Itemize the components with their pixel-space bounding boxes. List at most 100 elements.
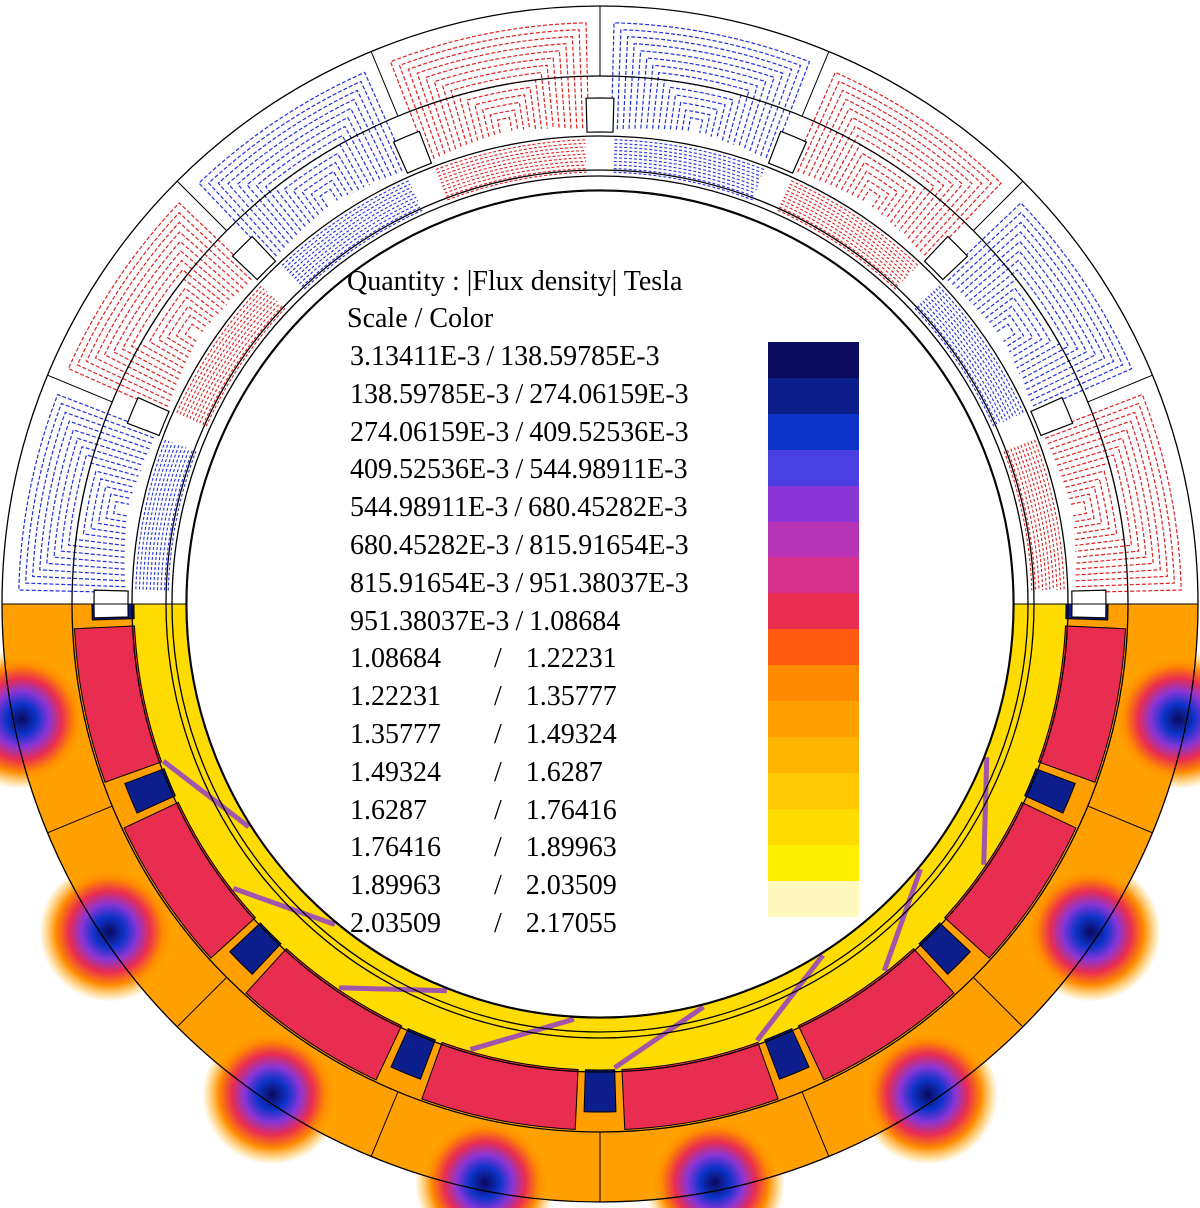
flux-line [914, 307, 995, 427]
flux-line [787, 186, 914, 272]
flux-line [919, 302, 1001, 424]
flux-line [167, 451, 197, 591]
flux-line [142, 442, 173, 590]
flux-line [972, 268, 1070, 375]
magnet-block [74, 625, 163, 783]
flux-line [1045, 402, 1175, 588]
flux-line [436, 142, 586, 174]
low-flux-spot [39, 861, 180, 1002]
flux-line [303, 209, 423, 290]
flux-line [112, 500, 130, 517]
flux-line [283, 152, 360, 223]
slot-opening [231, 235, 277, 281]
sector-divider [47, 374, 113, 403]
flux-line [652, 71, 750, 145]
low-flux-spot [1020, 861, 1161, 1002]
flux-line [1003, 451, 1033, 591]
flux-line [179, 288, 265, 415]
flux-line [90, 478, 135, 535]
flux-line [481, 101, 525, 137]
flux-line [614, 146, 762, 177]
flux-line [1056, 445, 1140, 558]
flux-line [184, 323, 204, 342]
flux-line [103, 240, 240, 391]
flux-line [1054, 437, 1147, 564]
low-flux-spot [414, 1112, 555, 1208]
flux-line [292, 161, 354, 219]
flux-line [425, 50, 566, 152]
flux-line [781, 199, 904, 282]
flux-line [175, 314, 208, 348]
magnet-block [797, 947, 955, 1081]
magnet-block [943, 801, 1077, 959]
flux-line [797, 80, 993, 257]
flux-line [441, 64, 554, 148]
flux-line [205, 307, 286, 427]
flux-line [398, 29, 584, 159]
flux-line [613, 168, 755, 198]
flux-line [1006, 449, 1036, 591]
flux-line [25, 402, 155, 588]
sector-divider [176, 180, 228, 232]
magnet-block [421, 1041, 579, 1130]
flux-line [1027, 442, 1058, 590]
flux-line [105, 493, 131, 523]
flux-line [85, 221, 249, 402]
flux-line [981, 287, 1052, 364]
flux-band [161, 759, 251, 829]
flux-line [917, 305, 998, 425]
flux-line [1030, 440, 1062, 590]
flux-line [148, 287, 219, 364]
flux-line [687, 116, 704, 134]
flux-line [819, 116, 954, 240]
flux-line [67, 454, 141, 552]
flux-line [640, 57, 767, 150]
flux-line [198, 71, 409, 261]
flux-line [1042, 393, 1182, 594]
flux-line [284, 183, 411, 269]
flux-line [628, 43, 784, 155]
sector-divider [972, 976, 1024, 1028]
flux-line [255, 125, 376, 236]
magnet-block [123, 801, 257, 959]
flux-line [156, 447, 187, 591]
flux-line [808, 98, 973, 248]
flux-line [135, 439, 167, 590]
flux-line [121, 259, 232, 380]
flux-line [236, 107, 387, 244]
flux-line [613, 160, 757, 191]
slot-block [390, 1028, 436, 1080]
flux-line [195, 300, 278, 423]
flux-line [438, 146, 586, 177]
flux-line [1065, 478, 1110, 535]
flux-line [443, 160, 587, 191]
slot-block [228, 922, 282, 976]
flux-line [1063, 470, 1118, 541]
low-flux-spot [857, 1024, 998, 1165]
flux-line [614, 150, 761, 181]
flux-line [614, 142, 764, 174]
low-flux-spot [645, 1112, 786, 1208]
slot-opening [392, 130, 433, 174]
flux-line [1059, 454, 1133, 552]
slot-opening [767, 130, 808, 174]
flux-line [824, 125, 945, 236]
flux-line [32, 411, 153, 582]
flux-line [938, 285, 1024, 414]
sector-divider [47, 805, 113, 834]
slot-block [918, 922, 972, 976]
flux-line [416, 43, 572, 155]
flux-line [67, 202, 257, 413]
flux-line [496, 116, 513, 134]
flux-band [613, 1004, 705, 1070]
flux-line [160, 448, 190, 591]
magnet-block [245, 947, 403, 1081]
flux-line [1023, 443, 1054, 590]
flux-line [53, 437, 146, 564]
flux-line [646, 64, 759, 148]
flux-line [829, 134, 936, 232]
flux-line [802, 89, 983, 253]
flux-line [622, 36, 793, 157]
flux-line [968, 259, 1079, 380]
